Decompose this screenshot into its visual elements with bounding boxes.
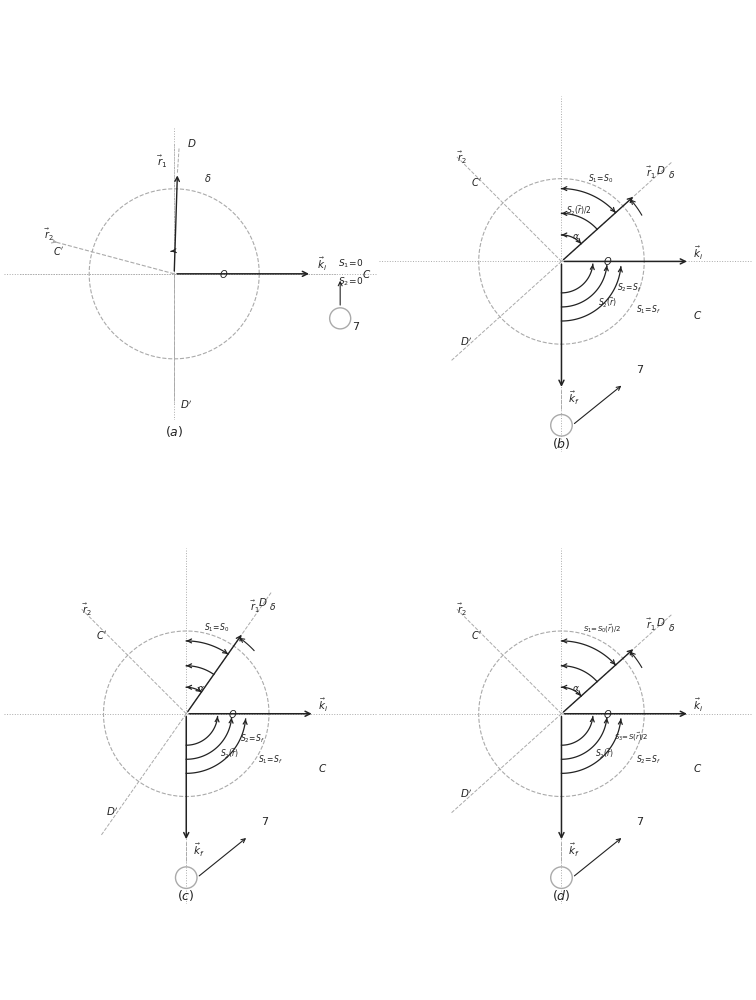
Text: $C'$: $C'$ [471,629,482,641]
Text: $S_1\!=\!S_f$: $S_1\!=\!S_f$ [259,754,283,766]
Text: $7$: $7$ [636,363,644,375]
Text: $(b)$: $(b)$ [552,436,571,451]
Text: $C$: $C$ [693,309,702,321]
Text: $\vec{r}_2$: $\vec{r}_2$ [457,150,466,166]
Text: $\vec{k}_i$: $\vec{k}_i$ [318,697,328,714]
Text: $C$: $C$ [362,268,371,280]
Text: $S_2(\vec{r})$: $S_2(\vec{r})$ [220,746,239,761]
Text: $S_2\!=\!S_f$: $S_2\!=\!S_f$ [636,753,661,766]
Text: $S_2\!=\!S_f$: $S_2\!=\!S_f$ [617,282,642,294]
Text: $S_1\!=\!S_f$: $S_1\!=\!S_f$ [636,303,661,316]
Text: $7$: $7$ [261,815,269,827]
Text: $\vec{k}_f$: $\vec{k}_f$ [568,842,580,859]
Text: $C'$: $C'$ [471,176,482,188]
Text: $(d)$: $(d)$ [552,888,571,903]
Text: $O$: $O$ [228,708,237,720]
Text: $S_2\!=\!S_f$: $S_2\!=\!S_f$ [240,732,265,745]
Text: $S_2(\vec{r})/2$: $S_2(\vec{r})/2$ [566,204,592,218]
Text: $D'$: $D'$ [180,399,193,411]
Text: $D$: $D$ [187,137,197,149]
Text: $D'$: $D'$ [460,788,472,800]
Text: $\delta$: $\delta$ [668,622,676,633]
Text: $S_1\!=\!S_0(\vec{r})/2$: $S_1\!=\!S_0(\vec{r})/2$ [583,622,621,635]
Text: $\vec{r}_1$: $\vec{r}_1$ [250,599,260,615]
Text: $\vec{r}_1$: $\vec{r}_1$ [646,165,655,181]
Text: $\vec{k}_f$: $\vec{k}_f$ [193,842,204,859]
Text: $7$: $7$ [636,815,644,827]
Text: $7$: $7$ [352,320,361,332]
Text: $C$: $C$ [693,762,702,774]
Text: $\vec{r}_2$: $\vec{r}_2$ [457,602,466,618]
Text: $\vec{k}_f$: $\vec{k}_f$ [568,389,580,407]
Text: $O$: $O$ [218,268,228,280]
Text: $(a)$: $(a)$ [165,424,184,439]
Text: $S_1\!=\!S_0$: $S_1\!=\!S_0$ [588,173,613,185]
Text: $\vec{k}_i$: $\vec{k}_i$ [317,255,327,273]
Text: $\vec{k}_i$: $\vec{k}_i$ [693,245,703,262]
Text: $\delta$: $\delta$ [204,172,212,184]
Text: $\vec{r}_1$: $\vec{r}_1$ [646,617,655,633]
Text: $\delta$: $\delta$ [668,169,676,180]
Text: $C'$: $C'$ [53,245,64,257]
Text: $\alpha$: $\alpha$ [197,684,205,693]
Text: $\alpha$: $\alpha$ [572,232,581,241]
Text: $D'$: $D'$ [107,806,119,818]
Text: $\vec{k}_i$: $\vec{k}_i$ [693,697,703,714]
Text: $(c)$: $(c)$ [178,888,195,903]
Text: $O$: $O$ [603,708,612,720]
Text: $D$: $D$ [656,164,666,176]
Text: $S_3\!=\!S(\vec{r})/2$: $S_3\!=\!S(\vec{r})/2$ [615,731,649,743]
Text: $S_2(\vec{r})$: $S_2(\vec{r})$ [597,296,616,310]
Text: $D$: $D$ [656,616,666,628]
Text: $C$: $C$ [318,762,327,774]
Text: $S_1\!=\!0$: $S_1\!=\!0$ [338,257,364,270]
Text: $S_2\!=\!0$: $S_2\!=\!0$ [338,276,364,288]
Text: $S_2(\vec{r})$: $S_2(\vec{r})$ [595,746,614,761]
Text: $O$: $O$ [603,255,612,267]
Text: $D'$: $D'$ [460,336,472,348]
Text: $\vec{r}_2$: $\vec{r}_2$ [82,602,91,618]
Text: $\delta$: $\delta$ [269,601,276,612]
Text: $\vec{r}_1$: $\vec{r}_1$ [157,154,167,170]
Text: $\alpha$: $\alpha$ [572,684,581,693]
Text: $S_1\!=\!S_0$: $S_1\!=\!S_0$ [203,621,229,634]
Text: $\vec{r}_2$: $\vec{r}_2$ [45,227,54,243]
Text: $C'$: $C'$ [96,629,107,641]
Text: $D$: $D$ [259,596,268,608]
